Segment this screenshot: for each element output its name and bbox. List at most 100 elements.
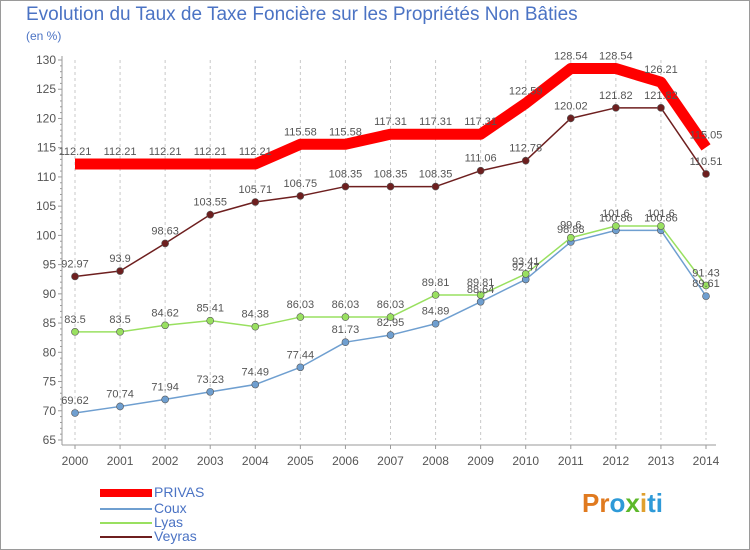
- data-label: 121.82: [644, 90, 678, 102]
- data-point: [341, 182, 350, 191]
- data-point: [161, 239, 169, 248]
- data-label: 74.49: [242, 367, 270, 379]
- y-tick-label: 115: [37, 141, 56, 155]
- data-point: [476, 166, 485, 175]
- data-point: [251, 380, 260, 389]
- y-tick-label: 90: [43, 287, 57, 301]
- data-label: 112.78: [509, 143, 542, 155]
- data-label: 98.63: [151, 225, 179, 237]
- logo-letter: ti: [647, 488, 663, 518]
- data-label: 117.31: [374, 116, 407, 128]
- legend-item-veyras: Veyras: [100, 528, 240, 544]
- data-label: 112.21: [59, 146, 92, 158]
- data-point: [116, 402, 124, 411]
- y-tick-label: 85: [43, 316, 57, 330]
- data-label: 92.97: [61, 258, 89, 270]
- data-point: [116, 328, 124, 336]
- logo-letter: Pr: [582, 488, 610, 518]
- data-label: 121.82: [599, 90, 633, 102]
- y-tick-label: 95: [43, 258, 57, 272]
- y-tick-label: 70: [43, 404, 57, 418]
- data-label: 81.73: [332, 324, 360, 336]
- data-point: [251, 322, 260, 331]
- data-label: 115.58: [284, 126, 317, 138]
- data-point: [386, 331, 395, 339]
- data-label: 115.58: [329, 126, 362, 138]
- data-label: 101.6: [602, 208, 630, 220]
- data-label: 92.47: [512, 261, 540, 273]
- data-point: [702, 281, 710, 290]
- legend-item-lyas: Lyas: [100, 514, 240, 530]
- data-label: 112.21: [239, 146, 272, 158]
- x-tick-label: 2002: [152, 454, 179, 468]
- data-point: [476, 291, 485, 299]
- data-point: [521, 156, 530, 165]
- y-tick-label: 65: [43, 433, 57, 447]
- data-label: 108.35: [419, 169, 453, 181]
- data-point: [612, 104, 620, 112]
- data-label: 86.03: [332, 299, 360, 311]
- data-label: 117.31: [419, 116, 452, 128]
- data-point: [612, 222, 620, 230]
- x-tick-label: 2001: [107, 454, 134, 468]
- x-tick-label: 2006: [332, 454, 359, 468]
- data-label: 86.03: [287, 299, 315, 311]
- data-point: [702, 292, 710, 300]
- chart-title: Evolution du Taux de Taxe Foncière sur l…: [26, 4, 578, 25]
- data-label: 105.71: [238, 184, 272, 196]
- y-tick-label: 75: [43, 375, 57, 389]
- data-label: 126.21: [644, 64, 678, 76]
- logo-letter: i: [639, 488, 648, 518]
- data-label: 112.21: [104, 146, 137, 158]
- data-point: [386, 182, 395, 191]
- data-point: [341, 313, 350, 321]
- data-label: 100.86: [644, 212, 678, 224]
- legend-label-privas: PRIVAS: [154, 484, 205, 500]
- legend-swatch-privas: [100, 489, 152, 497]
- data-label: 88.64: [467, 284, 495, 296]
- data-label: 77.44: [287, 349, 315, 361]
- data-label: 111.06: [465, 153, 497, 165]
- data-point: [521, 270, 530, 278]
- data-label: 93.41: [512, 256, 540, 268]
- data-point: [71, 328, 79, 336]
- data-label: 89.81: [467, 277, 495, 289]
- data-label: 86.03: [377, 299, 405, 311]
- data-point: [71, 272, 79, 281]
- data-point: [206, 210, 215, 219]
- data-label: 103.55: [193, 197, 227, 209]
- data-label: 108.35: [374, 169, 408, 181]
- data-point: [702, 170, 710, 178]
- series-line-privas: [75, 63, 711, 170]
- logo-letter: o: [609, 488, 626, 518]
- x-tick-label: 2014: [693, 454, 720, 468]
- data-point: [386, 313, 395, 321]
- data-label: 101.6: [647, 208, 675, 220]
- data-label: 115.05: [690, 129, 723, 141]
- chart-unit-label: (en %): [26, 29, 62, 43]
- y-tick-label: 120: [36, 111, 56, 125]
- data-point: [566, 233, 575, 242]
- data-label: 99.6: [560, 220, 581, 232]
- legend-swatch-coux: [100, 508, 152, 510]
- data-point: [476, 297, 485, 306]
- y-tick-label: 125: [36, 82, 56, 96]
- data-label: 106.75: [284, 178, 318, 190]
- data-label: 112.21: [194, 146, 227, 158]
- data-label: 110.51: [690, 156, 723, 168]
- data-label: 70.74: [106, 388, 134, 400]
- data-label: 73.23: [196, 374, 224, 386]
- data-label: 71.94: [151, 381, 179, 393]
- data-label: 91.43: [692, 267, 720, 279]
- x-tick-label: 2010: [512, 454, 539, 468]
- x-tick-label: 2011: [558, 454, 584, 468]
- data-label: 108.35: [329, 169, 363, 181]
- x-tick-label: 2004: [242, 454, 269, 468]
- legend-item-coux: Coux: [100, 500, 240, 516]
- data-point: [296, 313, 305, 321]
- x-tick-label: 2008: [422, 454, 449, 468]
- data-label: 112.21: [149, 146, 182, 158]
- data-label: 82.95: [377, 317, 405, 329]
- data-label: 89.61: [692, 278, 720, 290]
